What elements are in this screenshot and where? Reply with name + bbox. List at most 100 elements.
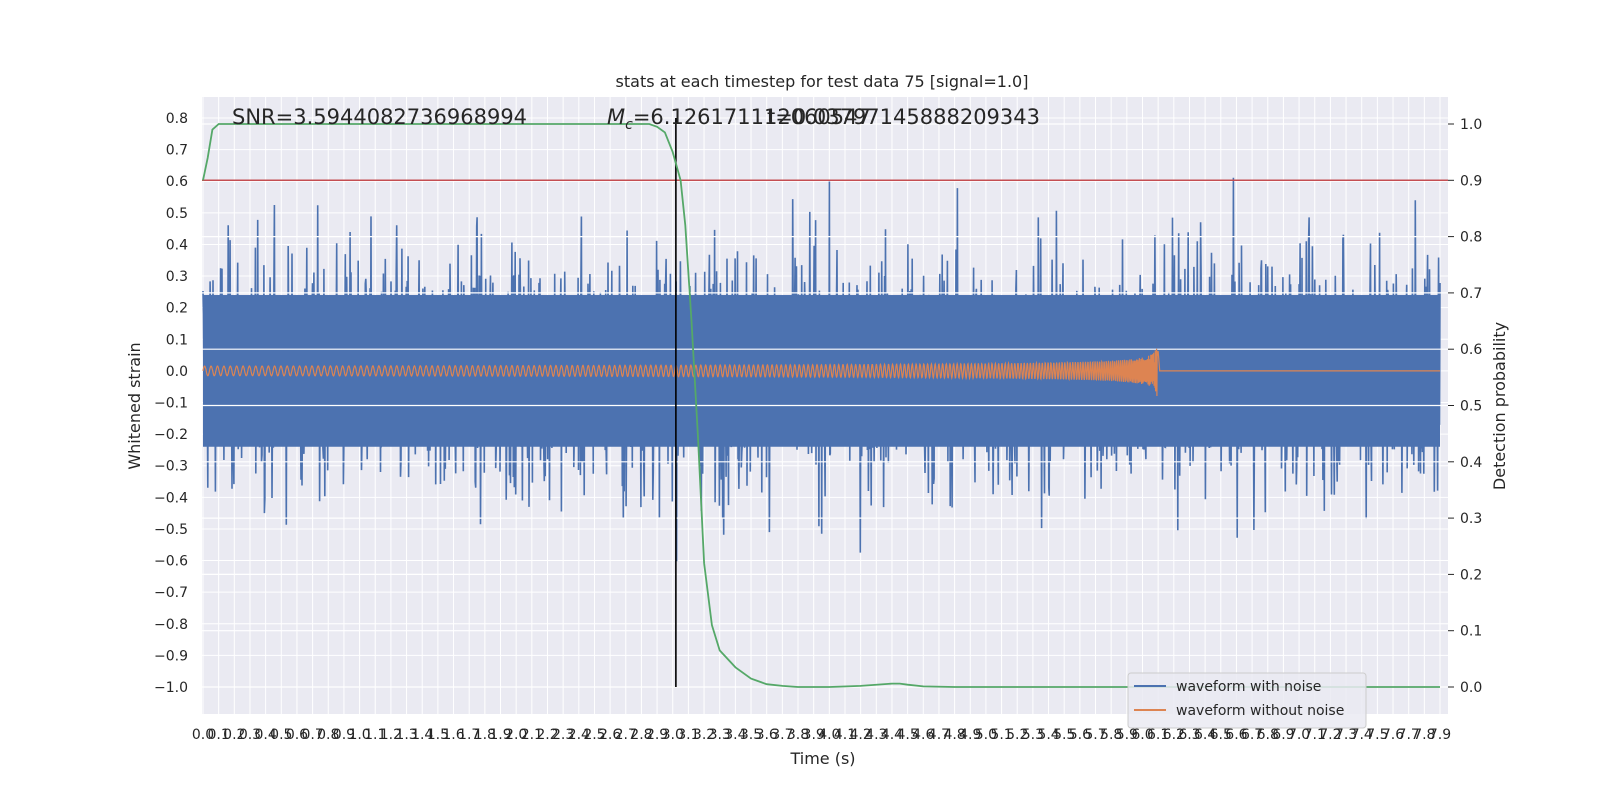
x-tick-label: 3.0 xyxy=(662,727,684,743)
x-tick-label: 5.8 xyxy=(1100,727,1122,743)
chirp-mass-subscript: c xyxy=(625,117,633,133)
x-tick-label: 1.2 xyxy=(380,727,402,743)
x-tick-label: 0.6 xyxy=(286,727,308,743)
x-tick-label: 6.0 xyxy=(1131,727,1153,743)
right-tick-label: 0.6 xyxy=(1460,342,1482,358)
x-tick-label: 5.5 xyxy=(1053,727,1075,743)
x-tick-label: 7.3 xyxy=(1335,727,1357,743)
x-tick-label: 3.9 xyxy=(803,727,825,743)
detection-probability-series xyxy=(202,123,1440,688)
right-tick-label: 0.8 xyxy=(1460,230,1482,246)
x-tick-label: 4.2 xyxy=(850,727,872,743)
x-tick-label: 6.4 xyxy=(1194,727,1216,743)
x-tick-label: 3.7 xyxy=(771,727,793,743)
right-tick-label: 1.0 xyxy=(1460,117,1482,133)
chirp-mass-value: =6.126171112060547 xyxy=(633,105,871,129)
x-tick-label: 3.3 xyxy=(709,727,731,743)
left-tick-label: 0.8 xyxy=(166,111,188,127)
x-tick-label: 5.9 xyxy=(1116,727,1138,743)
legend: waveform with noise waveform without noi… xyxy=(1127,672,1367,729)
x-tick-label: 0.1 xyxy=(208,727,230,743)
x-tick-label: 3.6 xyxy=(756,727,778,743)
x-tick-label: 3.1 xyxy=(677,727,699,743)
chirp-mass-annotation: Mc=6.126171112060547 xyxy=(607,105,871,133)
x-tick-label: 2.6 xyxy=(599,727,621,743)
x-tick-label: 3.2 xyxy=(693,727,715,743)
left-tick-label: −0.2 xyxy=(154,427,188,443)
x-tick-label: 5.2 xyxy=(1006,727,1028,743)
left-tick-label: −0.5 xyxy=(154,522,188,538)
x-tick-label: 1.7 xyxy=(458,727,480,743)
x-tick-label: 2.0 xyxy=(505,727,527,743)
left-tick-label: −0.8 xyxy=(154,617,188,633)
left-tick-label: −0.1 xyxy=(154,396,188,412)
left-tick-label: −1.0 xyxy=(154,680,188,696)
legend-box xyxy=(1127,672,1367,729)
left-tick-label: 0.0 xyxy=(166,364,188,380)
right-tick-label: 0.2 xyxy=(1460,567,1482,583)
x-tick-label: 7.5 xyxy=(1366,727,1388,743)
chart-title: stats at each timestep for test data 75 … xyxy=(616,72,1029,91)
x-axis-tick-labels: 0.00.10.20.30.40.50.60.70.80.91.01.11.21… xyxy=(192,727,1451,743)
x-tick-label: 6.7 xyxy=(1241,727,1263,743)
x-tick-label: 7.7 xyxy=(1398,727,1420,743)
x-tick-label: 4.5 xyxy=(896,727,918,743)
right-axis-tick-labels: 1.0 0.9 0.8 0.7 0.6 0.5 0.4 0.3 0.2 0.1 0.0 xyxy=(1448,117,1482,696)
right-tick-label: 0.7 xyxy=(1460,286,1482,302)
left-tick-label: −0.9 xyxy=(154,648,188,664)
legend-label-clean: waveform without noise xyxy=(1176,703,1344,719)
x-tick-label: 5.0 xyxy=(975,727,997,743)
x-tick-label: 7.0 xyxy=(1288,727,1310,743)
x-tick-label: 3.8 xyxy=(787,727,809,743)
x-tick-label: 5.7 xyxy=(1084,727,1106,743)
right-tick-label: 0.9 xyxy=(1460,173,1482,189)
x-tick-label: 4.3 xyxy=(865,727,887,743)
time-annotation: t=0.03797145888209343 xyxy=(767,105,1040,129)
x-tick-label: 7.1 xyxy=(1304,727,1326,743)
right-tick-label: 0.3 xyxy=(1460,511,1482,527)
x-tick-label: 1.5 xyxy=(427,727,449,743)
x-tick-label: 2.9 xyxy=(646,727,668,743)
x-tick-label: 6.9 xyxy=(1272,727,1294,743)
x-tick-label: 7.4 xyxy=(1351,727,1373,743)
clean-waveform-series xyxy=(202,348,1440,397)
left-tick-label: 0.1 xyxy=(166,332,188,348)
x-tick-label: 4.9 xyxy=(959,727,981,743)
x-tick-label: 6.6 xyxy=(1225,727,1247,743)
x-tick-label: 1.6 xyxy=(442,727,464,743)
x-tick-label: 6.3 xyxy=(1178,727,1200,743)
x-tick-label: 1.9 xyxy=(489,727,511,743)
x-tick-label: 4.4 xyxy=(881,727,903,743)
x-tick-label: 5.1 xyxy=(990,727,1012,743)
x-tick-label: 2.3 xyxy=(552,727,574,743)
left-tick-label: 0.3 xyxy=(166,269,188,285)
x-tick-label: 3.4 xyxy=(724,727,746,743)
snr-annotation: SNR=3.5944082736968994 xyxy=(232,105,527,129)
x-tick-label: 2.4 xyxy=(568,727,590,743)
x-tick-label: 0.8 xyxy=(317,727,339,743)
x-tick-label: 0.2 xyxy=(223,727,245,743)
y-axis-label-right: Detection probability xyxy=(1490,322,1509,490)
left-tick-label: −0.3 xyxy=(154,459,188,475)
x-tick-label: 1.8 xyxy=(474,727,496,743)
x-tick-label: 2.1 xyxy=(521,727,543,743)
x-tick-label: 2.2 xyxy=(536,727,558,743)
x-axis-label: Time (s) xyxy=(789,749,855,768)
right-tick-label: 0.1 xyxy=(1460,624,1482,640)
x-tick-label: 0.3 xyxy=(239,727,261,743)
x-tick-label: 6.5 xyxy=(1210,727,1232,743)
x-tick-label: 6.1 xyxy=(1147,727,1169,743)
x-tick-label: 1.0 xyxy=(348,727,370,743)
x-tick-label: 4.0 xyxy=(818,727,840,743)
left-tick-label: 0.2 xyxy=(166,301,188,317)
x-tick-label: 6.8 xyxy=(1257,727,1279,743)
x-tick-label: 2.8 xyxy=(630,727,652,743)
x-tick-label: 4.1 xyxy=(834,727,856,743)
x-tick-label: 6.2 xyxy=(1163,727,1185,743)
left-tick-label: −0.6 xyxy=(154,554,188,570)
x-tick-label: 2.5 xyxy=(583,727,605,743)
left-tick-label: 0.7 xyxy=(166,143,188,159)
x-tick-label: 7.2 xyxy=(1319,727,1341,743)
left-tick-label: −0.7 xyxy=(154,585,188,601)
legend-label-noise: waveform with noise xyxy=(1176,679,1321,695)
